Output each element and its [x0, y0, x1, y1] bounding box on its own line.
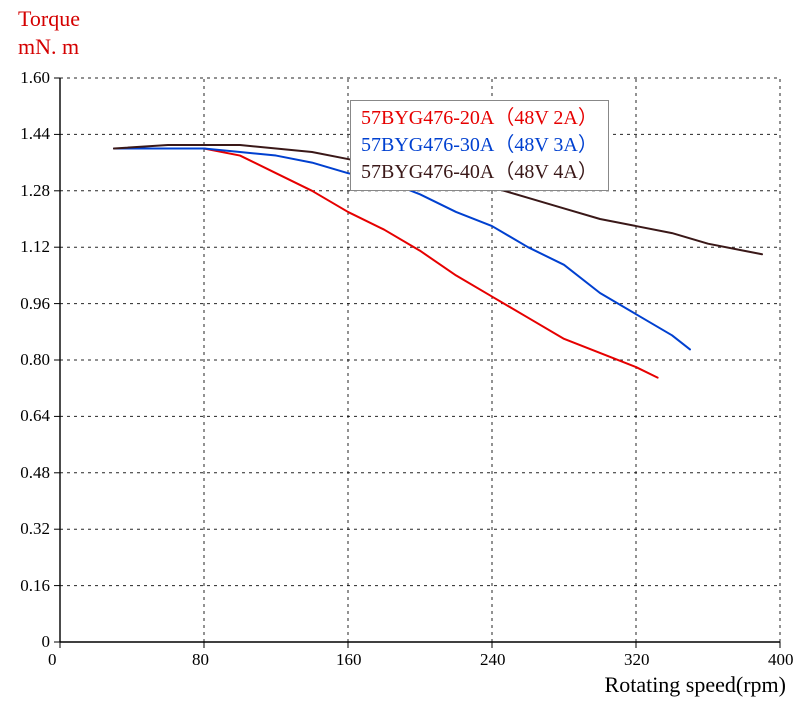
legend: 57BYG476-20A（48V 2A）57BYG476-30A（48V 3A）… — [350, 100, 609, 191]
x-tick-label: 240 — [480, 650, 506, 670]
y-tick-label: 1.28 — [20, 181, 50, 201]
x-tick-label: 80 — [192, 650, 209, 670]
y-tick-label: 1.60 — [20, 68, 50, 88]
chart-canvas: Torque mN. m 080160240320400 00.160.320.… — [0, 0, 798, 704]
legend-item-s40a: 57BYG476-40A（48V 4A） — [361, 159, 598, 186]
x-tick-label: 400 — [768, 650, 794, 670]
x-tick-label: 320 — [624, 650, 650, 670]
x-tick-label: 0 — [48, 650, 57, 670]
y-tick-label: 0.96 — [20, 294, 50, 314]
y-tick-label: 0.80 — [20, 350, 50, 370]
y-tick-label: 0.32 — [20, 519, 50, 539]
y-tick-label: 0 — [42, 632, 51, 652]
y-tick-label: 0.64 — [20, 406, 50, 426]
y-tick-label: 1.44 — [20, 124, 50, 144]
x-axis-title: Rotating speed(rpm) — [605, 672, 786, 698]
y-tick-label: 1.12 — [20, 237, 50, 257]
y-tick-label: 0.16 — [20, 576, 50, 596]
y-tick-label: 0.48 — [20, 463, 50, 483]
legend-item-s20a: 57BYG476-20A（48V 2A） — [361, 105, 598, 132]
x-tick-label: 160 — [336, 650, 362, 670]
legend-item-s30a: 57BYG476-30A（48V 3A） — [361, 132, 598, 159]
